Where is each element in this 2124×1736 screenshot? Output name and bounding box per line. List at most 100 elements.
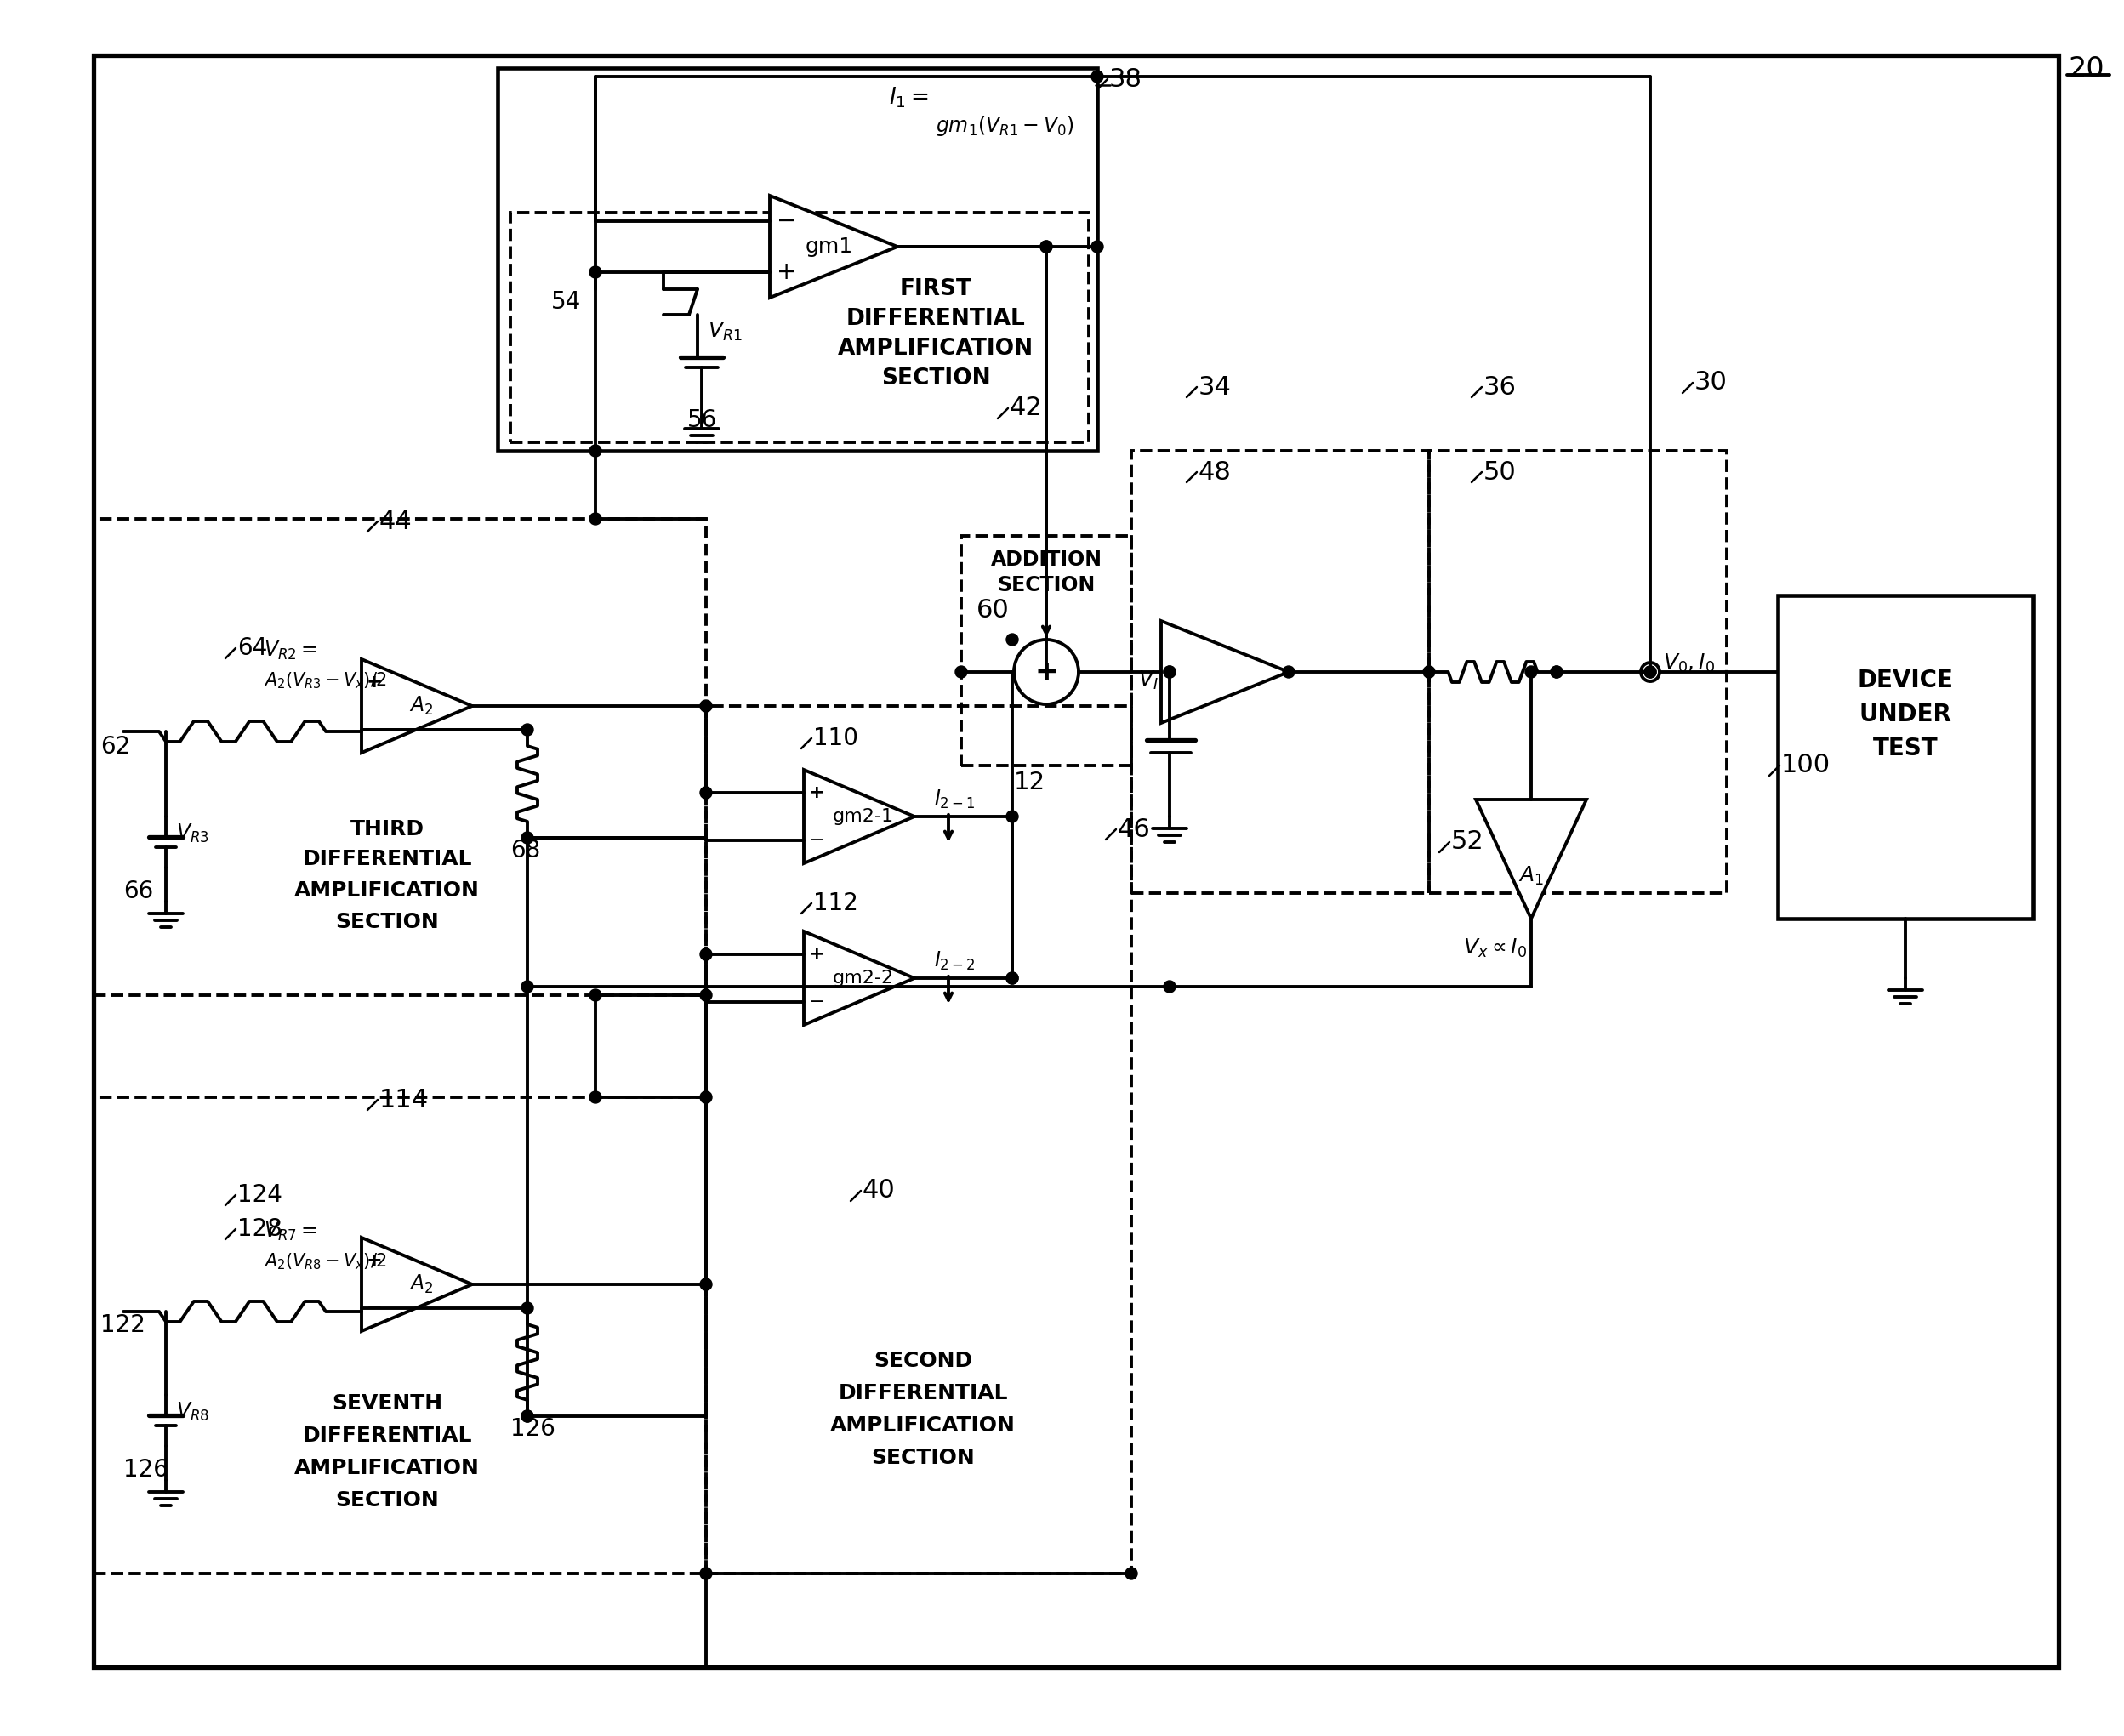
Text: +: + bbox=[1034, 658, 1058, 686]
Text: −: − bbox=[365, 720, 382, 738]
Text: 66: 66 bbox=[123, 880, 153, 903]
Text: $V_{R7}=$: $V_{R7}=$ bbox=[263, 1220, 316, 1243]
Text: AMPLIFICATION: AMPLIFICATION bbox=[295, 1458, 480, 1479]
Text: 42: 42 bbox=[1009, 396, 1043, 420]
Text: UNDER: UNDER bbox=[1858, 703, 1952, 726]
Polygon shape bbox=[803, 769, 915, 863]
Text: 60: 60 bbox=[977, 599, 1009, 623]
Text: 40: 40 bbox=[862, 1179, 896, 1203]
Bar bbox=[1132, 451, 1429, 892]
Text: 50: 50 bbox=[1483, 460, 1517, 484]
Text: −: − bbox=[809, 993, 824, 1010]
Text: gm1: gm1 bbox=[805, 236, 854, 257]
Polygon shape bbox=[1162, 621, 1289, 722]
Text: $V_{R3}$: $V_{R3}$ bbox=[176, 823, 208, 845]
Text: SECTION: SECTION bbox=[336, 1489, 440, 1510]
Text: 114: 114 bbox=[380, 1087, 429, 1113]
Text: 100: 100 bbox=[1782, 753, 1831, 778]
Circle shape bbox=[701, 786, 712, 799]
Circle shape bbox=[1164, 667, 1175, 677]
Text: 124: 124 bbox=[238, 1184, 282, 1207]
Text: DEVICE: DEVICE bbox=[1856, 668, 1954, 693]
Text: $V_0, I_0$: $V_0, I_0$ bbox=[1663, 653, 1714, 675]
Text: 20: 20 bbox=[2069, 56, 2105, 83]
Circle shape bbox=[701, 948, 712, 960]
Text: 68: 68 bbox=[510, 838, 539, 863]
Circle shape bbox=[956, 667, 966, 677]
Text: +: + bbox=[365, 674, 382, 691]
Circle shape bbox=[590, 990, 601, 1002]
Text: +: + bbox=[809, 785, 824, 802]
Circle shape bbox=[1041, 241, 1051, 253]
Text: $A_1$: $A_1$ bbox=[1519, 865, 1544, 887]
Text: $I_{2-2}$: $I_{2-2}$ bbox=[935, 950, 975, 972]
Bar bbox=[93, 519, 705, 995]
Text: $A_2(V_{R8}-V_x)/2$: $A_2(V_{R8}-V_x)/2$ bbox=[263, 1252, 387, 1271]
Text: 12: 12 bbox=[1013, 771, 1045, 795]
Circle shape bbox=[701, 1092, 712, 1102]
Polygon shape bbox=[361, 1238, 472, 1332]
Text: SEVENTH: SEVENTH bbox=[331, 1394, 442, 1413]
Text: $V_{R2}=$: $V_{R2}=$ bbox=[263, 639, 316, 661]
Text: $A_2$: $A_2$ bbox=[410, 1272, 433, 1295]
Text: 62: 62 bbox=[100, 734, 130, 759]
Text: DIFFERENTIAL: DIFFERENTIAL bbox=[302, 849, 472, 870]
Text: 126: 126 bbox=[123, 1458, 168, 1483]
Polygon shape bbox=[1476, 800, 1587, 918]
Circle shape bbox=[590, 444, 601, 457]
Text: $A_2(V_{R3}-V_x)/2$: $A_2(V_{R3}-V_x)/2$ bbox=[263, 670, 387, 691]
Circle shape bbox=[1283, 667, 1296, 677]
Text: 122: 122 bbox=[100, 1312, 144, 1337]
Text: FIRST: FIRST bbox=[901, 278, 973, 300]
Text: $I_1=$: $I_1=$ bbox=[890, 85, 928, 109]
Circle shape bbox=[1092, 71, 1102, 83]
Circle shape bbox=[520, 832, 533, 844]
Circle shape bbox=[520, 1410, 533, 1422]
Circle shape bbox=[1164, 667, 1175, 677]
Text: $V_x \propto I_0$: $V_x \propto I_0$ bbox=[1463, 937, 1527, 960]
Text: $gm_1(V_{R1}-V_0)$: $gm_1(V_{R1}-V_0)$ bbox=[937, 115, 1075, 137]
Circle shape bbox=[520, 1410, 533, 1422]
Circle shape bbox=[1423, 667, 1436, 677]
Circle shape bbox=[1092, 241, 1102, 253]
Text: $V_{R1}$: $V_{R1}$ bbox=[707, 321, 743, 344]
Text: $A_2$: $A_2$ bbox=[410, 694, 433, 717]
Text: 64: 64 bbox=[238, 635, 268, 660]
Text: DIFFERENTIAL: DIFFERENTIAL bbox=[845, 307, 1026, 330]
Text: 54: 54 bbox=[552, 290, 582, 314]
Text: 110: 110 bbox=[813, 726, 858, 750]
Text: THIRD: THIRD bbox=[350, 819, 425, 840]
Bar bbox=[962, 536, 1132, 766]
Text: gm2-2: gm2-2 bbox=[833, 970, 894, 986]
Text: AMPLIFICATION: AMPLIFICATION bbox=[830, 1415, 1015, 1436]
Text: 52: 52 bbox=[1451, 830, 1485, 854]
Text: 126: 126 bbox=[510, 1417, 554, 1441]
Text: 56: 56 bbox=[688, 408, 718, 432]
Text: 38: 38 bbox=[1109, 66, 1143, 92]
Text: SECTION: SECTION bbox=[336, 911, 440, 932]
Circle shape bbox=[1164, 981, 1175, 993]
Circle shape bbox=[701, 990, 712, 1002]
Circle shape bbox=[1007, 811, 1017, 823]
Text: 36: 36 bbox=[1483, 375, 1517, 399]
Text: 112: 112 bbox=[813, 891, 858, 915]
Circle shape bbox=[590, 1092, 601, 1102]
Text: 128: 128 bbox=[238, 1217, 282, 1241]
Text: DIFFERENTIAL: DIFFERENTIAL bbox=[839, 1384, 1007, 1403]
Text: 44: 44 bbox=[380, 509, 412, 533]
Text: SECTION: SECTION bbox=[881, 368, 990, 389]
Text: 34: 34 bbox=[1198, 375, 1232, 399]
Circle shape bbox=[590, 266, 601, 278]
Text: $V_{R8}$: $V_{R8}$ bbox=[176, 1401, 210, 1424]
Bar bbox=[1778, 595, 2033, 918]
Text: 46: 46 bbox=[1117, 818, 1151, 842]
Text: AMPLIFICATION: AMPLIFICATION bbox=[295, 880, 480, 901]
Circle shape bbox=[1126, 1568, 1136, 1580]
Bar bbox=[93, 1097, 705, 1573]
Circle shape bbox=[1644, 667, 1657, 677]
Text: +: + bbox=[809, 946, 824, 963]
Text: SECTION: SECTION bbox=[871, 1448, 975, 1469]
Text: −: − bbox=[809, 832, 824, 849]
Text: SECTION: SECTION bbox=[998, 575, 1096, 595]
Circle shape bbox=[1007, 972, 1017, 984]
